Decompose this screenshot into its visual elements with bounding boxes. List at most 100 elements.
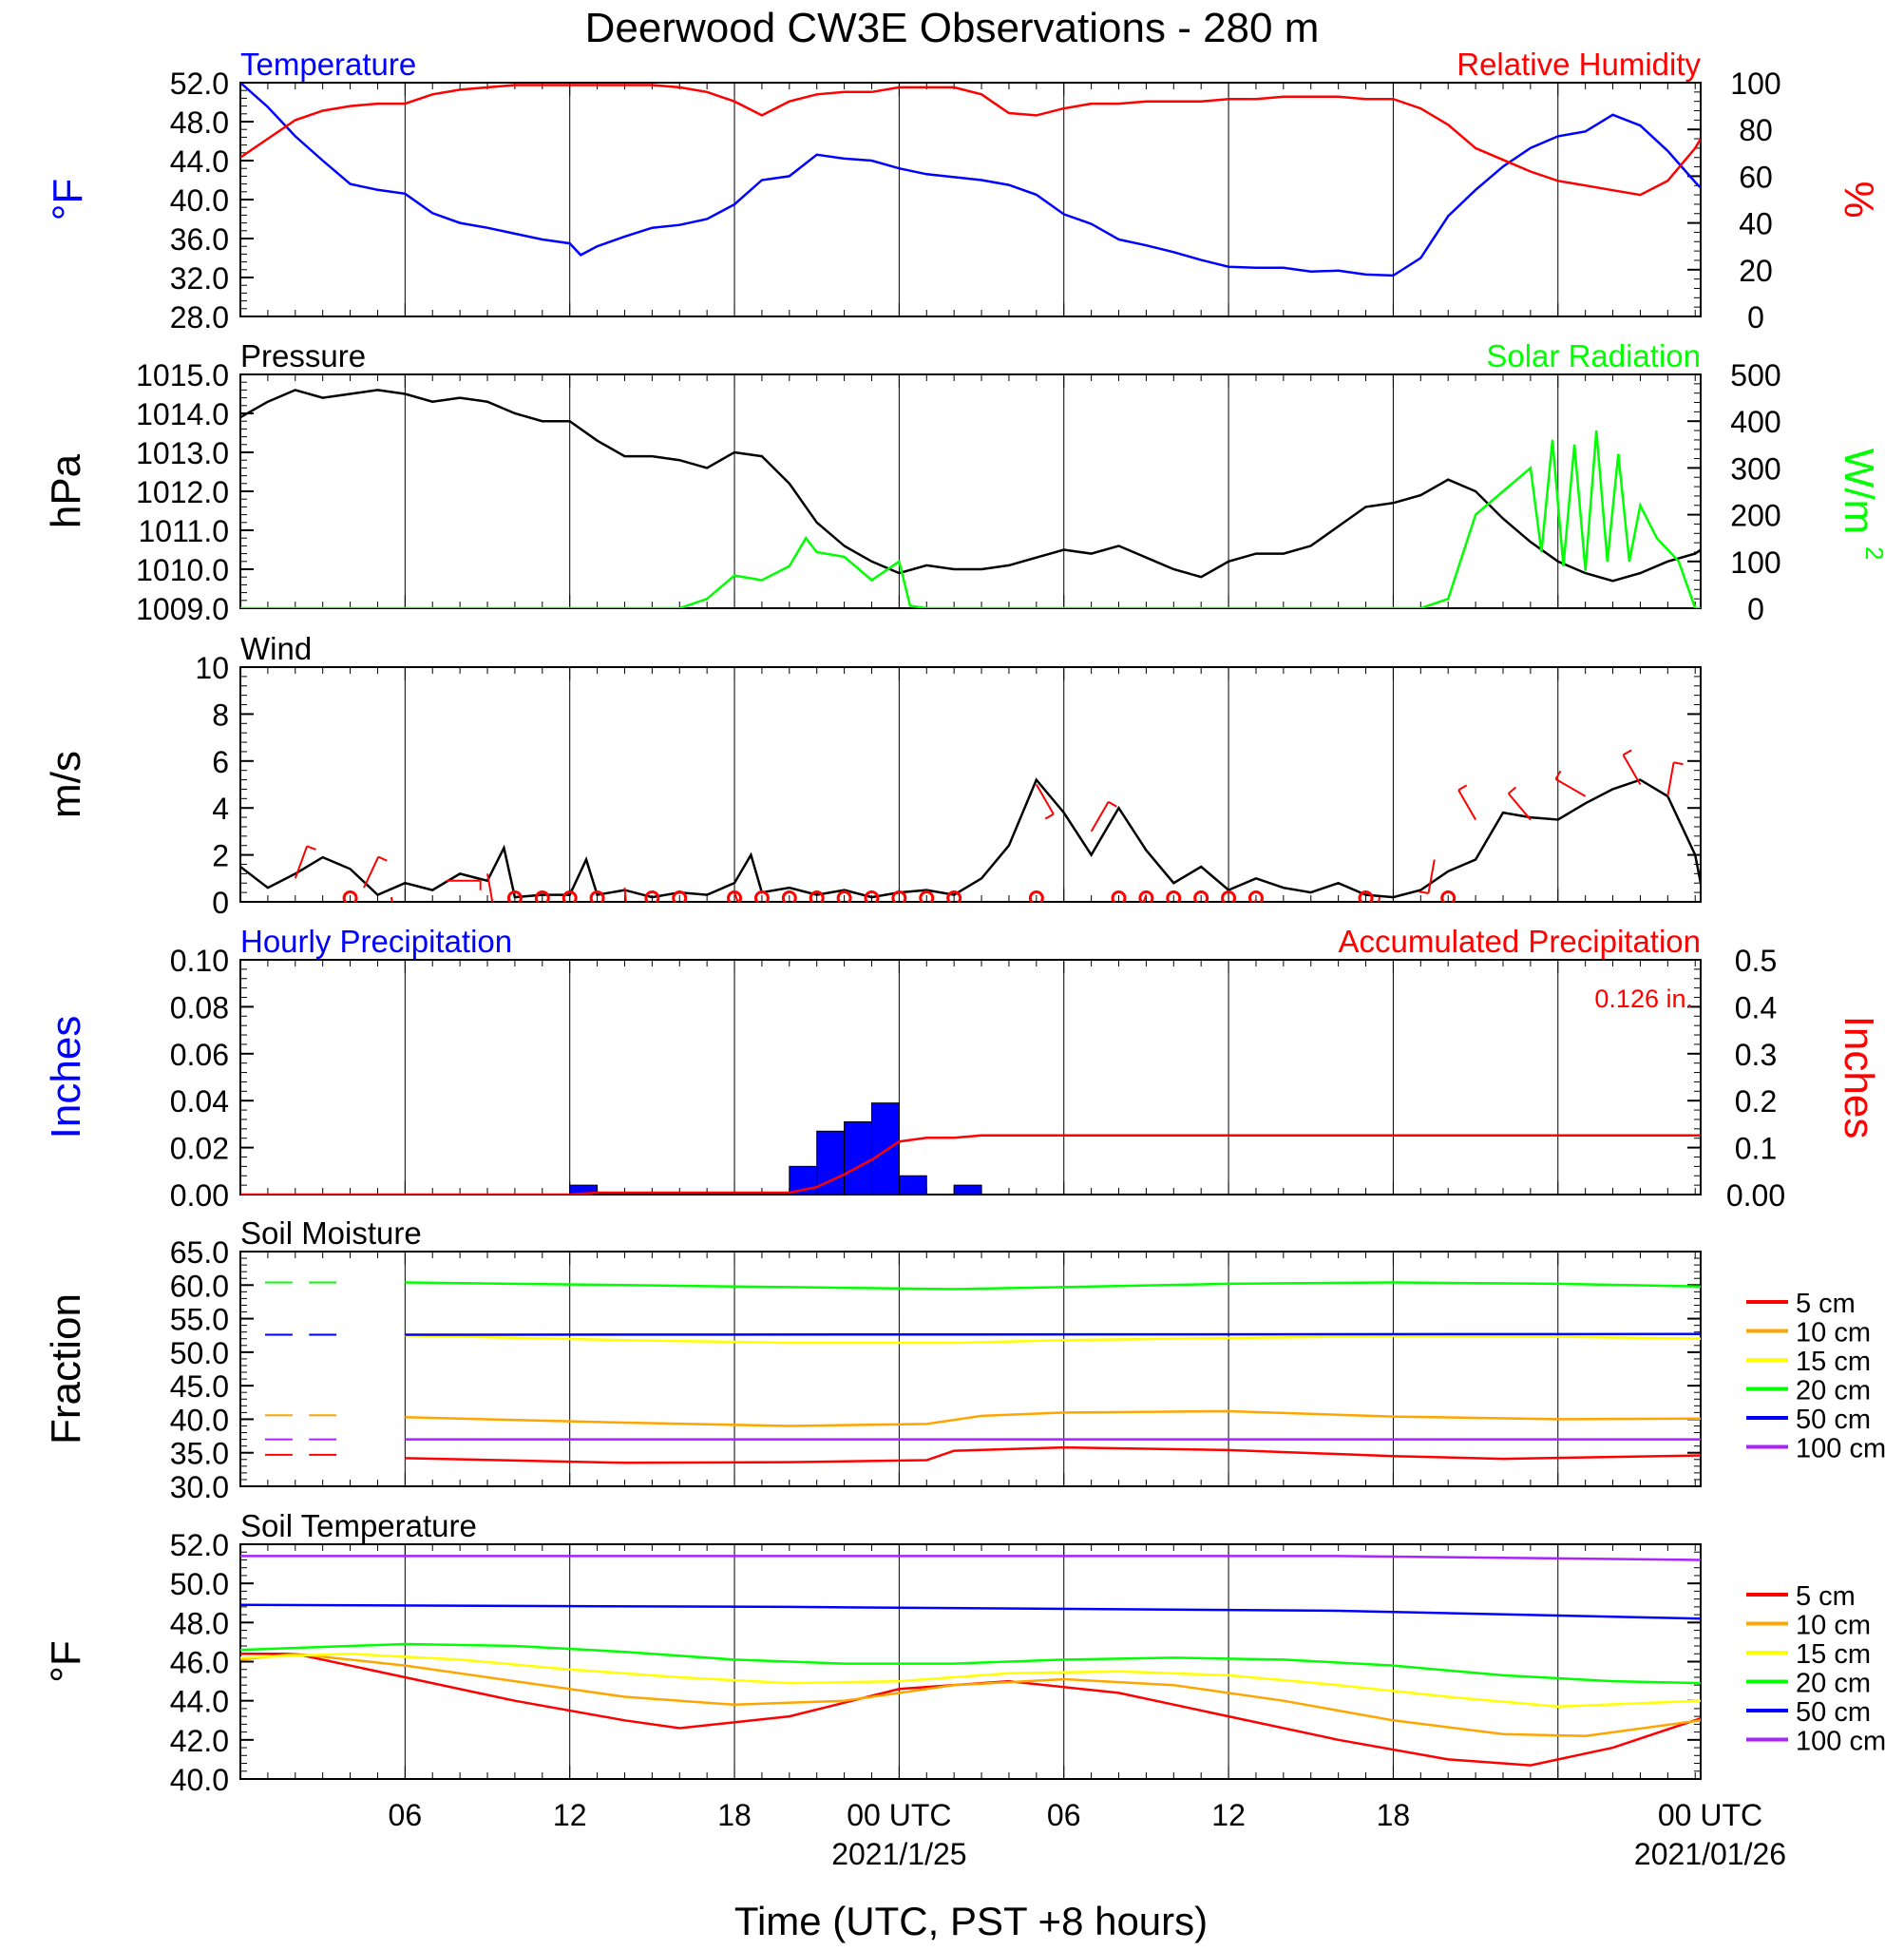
precipitation-panel: 0.10 0.08 0.06 0.04 0.02 0.00 0.5 0.4 0.3 0.2 0.1 0… <box>43 924 1882 1213</box>
plot-area <box>240 1102 1701 1195</box>
calm-wind-circle <box>562 890 578 902</box>
wind-barb <box>363 856 380 889</box>
left-tick-label: 52.0 <box>170 1528 229 1562</box>
calm-wind-circle <box>672 890 688 902</box>
wind-barb <box>623 888 627 902</box>
calm-wind-circle <box>1247 890 1264 902</box>
calm-wind-circle <box>644 890 660 902</box>
calm-wind-circle <box>1193 890 1209 902</box>
right-tick-label: 0 <box>1747 592 1764 626</box>
pressure-solar-panel: 1015.0 1014.0 1013.0 1012.0 1011.0 1010.0 1009… <box>43 338 1889 626</box>
plot-frame <box>239 666 1702 903</box>
right-tick-label: 0.4 <box>1735 990 1777 1024</box>
calm-wind-circle <box>753 890 770 902</box>
calm-wind-circle <box>781 890 797 902</box>
left-tick-label: 1015.0 <box>136 358 229 392</box>
calm-wind-circle <box>864 890 880 902</box>
series-15-cm <box>240 1653 1701 1709</box>
left-tick-label: 52.0 <box>170 67 229 101</box>
x-axis-label: Time (UTC, PST +8 hours) <box>734 1899 1208 1943</box>
left-tick-label: 35.0 <box>170 1437 229 1471</box>
legend-label: 5 cm <box>1796 1581 1856 1612</box>
wind-barb <box>1622 754 1642 785</box>
calm-wind-circle <box>1166 890 1182 902</box>
plot-area <box>240 389 1701 608</box>
series-temperature <box>240 83 1701 277</box>
panel-title-left: Temperature <box>240 47 416 82</box>
left-tick-label: 44.0 <box>170 144 229 179</box>
temperature-humidity-panel: 52.0 48.0 44.0 40.0 36.0 32.0 28.0 100 80 60 40 20 0… <box>45 47 1882 335</box>
y-axis-label-superscript: 2 <box>1860 546 1889 560</box>
plot-frame <box>239 373 1702 609</box>
calm-wind-circle <box>589 890 605 902</box>
calm-wind-circle <box>1111 890 1127 902</box>
plot-frame <box>239 1543 1702 1780</box>
legend-label: 100 cm <box>1796 1434 1886 1464</box>
left-tick-label: 0 <box>212 886 229 920</box>
accumulated-total-label: 0.126 in. <box>1594 985 1693 1013</box>
right-tick-label: 0.2 <box>1735 1084 1777 1119</box>
date-label: 2021/1/25 <box>831 1837 966 1871</box>
time-tick-label: 18 <box>717 1798 752 1832</box>
legend-label: 20 cm <box>1796 1669 1871 1699</box>
calm-wind-circle <box>506 890 523 902</box>
left-tick-label: 0.08 <box>170 990 229 1024</box>
calm-wind-circle <box>1221 890 1237 902</box>
right-tick-label: 60 <box>1739 160 1773 194</box>
calm-wind-circle <box>919 890 935 902</box>
left-tick-label: 1009.0 <box>136 592 229 626</box>
right-tick-label: 0.00 <box>1726 1178 1785 1213</box>
series-10-cm <box>240 1653 1701 1737</box>
time-tick-label: 00 UTC <box>847 1798 951 1832</box>
series-50-cm <box>405 1332 1701 1336</box>
left-tick-label: 36.0 <box>170 222 229 257</box>
left-tick-label: 2 <box>212 839 229 873</box>
time-tick-label: 12 <box>553 1798 587 1832</box>
left-tick-label: 0.04 <box>170 1084 229 1119</box>
legend-label: 15 cm <box>1796 1639 1871 1670</box>
hourly-precip-bar <box>898 1175 927 1195</box>
y-axis-label-left: m/s <box>43 751 89 818</box>
left-tick-label: 44.0 <box>170 1685 229 1719</box>
left-tick-label: 48.0 <box>170 1606 229 1640</box>
wind-barb-flag <box>1108 800 1117 808</box>
wind-barb-flag <box>1457 784 1468 792</box>
legend-label: 50 cm <box>1796 1697 1871 1728</box>
right-tick-label: 80 <box>1739 113 1773 147</box>
left-tick-label: 4 <box>212 792 229 826</box>
panel-title-left: Soil Moisture <box>240 1215 422 1251</box>
right-tick-label: 20 <box>1739 254 1773 288</box>
wind-barb <box>1554 777 1587 797</box>
time-axis: 06 12 18 00 UTC 06 12 18 00 UTC 2021/1/25 2021/01… <box>389 1798 1787 1871</box>
calm-wind-circle <box>809 890 825 902</box>
y-axis-label-left: Inches <box>43 1016 89 1139</box>
series-relative-humidity <box>240 84 1701 197</box>
wind-barb <box>1254 899 1257 902</box>
calm-wind-circle <box>727 890 743 902</box>
left-tick-label: 0.02 <box>170 1132 229 1166</box>
series-100-cm <box>240 1555 1701 1561</box>
right-tick-label: 0.3 <box>1735 1038 1777 1072</box>
y-axis-label-left: °F <box>45 179 91 220</box>
calm-wind-circle <box>342 890 358 902</box>
wind-barb <box>1507 793 1532 821</box>
hourly-precip-bar <box>844 1120 872 1195</box>
y-axis-label-left: hPa <box>43 453 89 528</box>
plot-frame <box>239 82 1702 317</box>
right-tick-label: 400 <box>1730 405 1780 439</box>
right-tick-label: 40 <box>1739 207 1773 241</box>
plot-area <box>240 83 1701 277</box>
left-tick-label: 30.0 <box>170 1470 229 1504</box>
series-10-cm <box>405 1409 1701 1427</box>
legend-label: 10 cm <box>1796 1318 1871 1348</box>
wind-barb <box>1457 789 1476 821</box>
calm-wind-circle <box>1440 890 1457 902</box>
wind-barb <box>486 873 494 902</box>
right-tick-label: 0.5 <box>1735 944 1777 978</box>
wind-barb-flag <box>1418 890 1429 894</box>
left-tick-label: 42.0 <box>170 1724 229 1758</box>
legend-label: 100 cm <box>1796 1727 1886 1757</box>
wind-barb-flag <box>1235 928 1244 931</box>
y-axis-label-left: Fraction <box>43 1293 89 1444</box>
